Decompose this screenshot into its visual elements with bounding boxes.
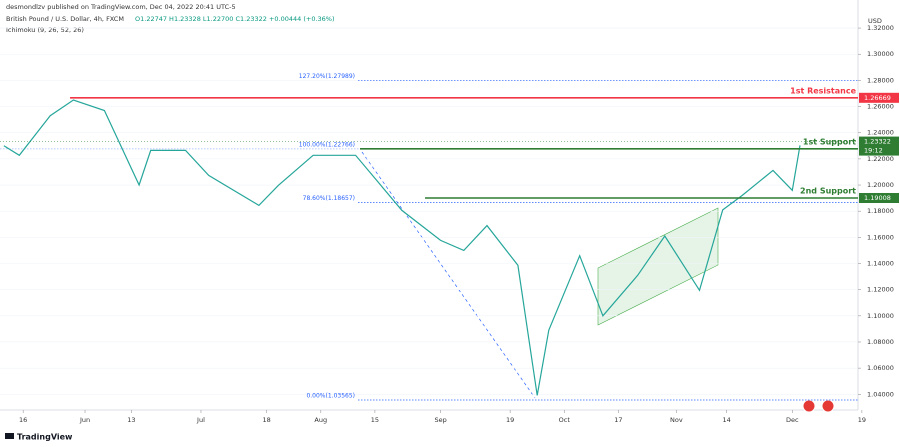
x-tick-label: Dec — [786, 416, 799, 424]
level-name: 1st Resistance — [790, 86, 856, 95]
countdown: 19:12 — [864, 147, 883, 155]
price-line — [3, 99, 801, 396]
x-tick-label: 19 — [506, 416, 514, 424]
y-tick-label: 1.22000 — [867, 155, 894, 163]
y-tick-label: 1.14000 — [867, 260, 894, 268]
x-tick-label: 15 — [371, 416, 379, 424]
indicator: Ichimoku (9, 26, 52, 26) — [6, 26, 84, 34]
x-tick-label: 14 — [722, 416, 730, 424]
event-flag — [802, 399, 816, 413]
y-tick-label: 1.24000 — [867, 129, 894, 137]
x-tick-label: Sep — [434, 416, 446, 424]
brand: TradingView — [17, 433, 73, 442]
x-tick-label: 13 — [127, 416, 135, 424]
event-flag — [821, 399, 835, 413]
fib-label: 0.00%(1.03565) — [306, 392, 355, 399]
fib-label: 78.60%(1.18657) — [303, 195, 355, 202]
y-tick-label: 1.12000 — [867, 286, 894, 294]
level-value: 1.19008 — [864, 194, 891, 202]
y-tick-label: 1.04000 — [867, 390, 894, 398]
ohlc: O1.22747 H1.23328 L1.22700 C1.23322 +0.0… — [135, 15, 335, 23]
y-tick-label: 1.06000 — [867, 364, 894, 372]
fib-label: 127.20%(1.27989) — [299, 73, 355, 80]
x-tick-label: 17 — [614, 416, 622, 424]
y-tick-label: 1.16000 — [867, 233, 894, 241]
y-tick-label: 1.10000 — [867, 312, 894, 320]
x-tick-label: Aug — [314, 416, 327, 424]
x-tick-label: Oct — [559, 416, 571, 424]
level-value: 1.26669 — [864, 94, 891, 102]
y-tick-label: 1.28000 — [867, 76, 894, 84]
x-tick-label: 18 — [263, 416, 271, 424]
x-tick-label: Nov — [670, 416, 683, 424]
x-tick-label: 16 — [19, 416, 27, 424]
y-tick-label: 1.18000 — [867, 207, 894, 215]
y-tick-label: 1.20000 — [867, 181, 894, 189]
x-tick-label: 19 — [858, 416, 866, 424]
y-tick-label: 1.08000 — [867, 338, 894, 346]
y-tick-label: 1.32000 — [867, 24, 894, 32]
currency: USD — [868, 17, 882, 25]
fib-trend — [361, 151, 536, 399]
y-tick-label: 1.26000 — [867, 103, 894, 111]
level-name: 2nd Support — [800, 187, 856, 196]
level-tag — [859, 92, 899, 103]
last-price-value: 1.23322 — [864, 138, 891, 146]
level-tag — [859, 193, 899, 204]
y-tick-label: 1.30000 — [867, 50, 894, 58]
x-tick-label: Jun — [79, 416, 90, 424]
fib-label: 100.00%(1.22766) — [299, 141, 355, 148]
symbol-title: British Pound / U.S. Dollar, 4h, FXCM — [6, 15, 124, 23]
level-name: 1st Support — [803, 137, 856, 146]
brand-logo — [5, 433, 14, 439]
x-tick-label: Jul — [196, 416, 205, 424]
publisher: desmondlzv published on TradingView.com,… — [6, 3, 236, 11]
last-price-tag — [859, 136, 899, 156]
